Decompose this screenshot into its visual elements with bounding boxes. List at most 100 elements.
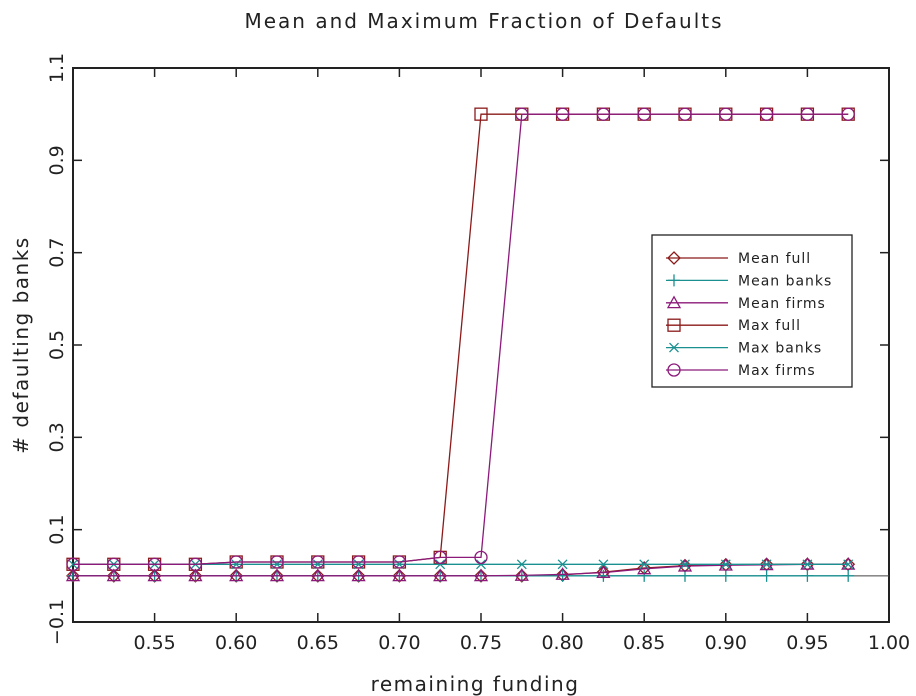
y-axis-label: # defaulting banks: [9, 236, 33, 453]
data-point-circle: [555, 107, 570, 121]
data-point-circle: [107, 557, 121, 571]
y-tick-label: −0.1: [46, 599, 68, 645]
data-point-circle: [66, 557, 80, 571]
data-point-plus: [801, 569, 814, 582]
legend-item: Mean banks: [666, 273, 832, 289]
series-line: [73, 563, 849, 577]
x-tick-label: 0.90: [705, 632, 747, 654]
data-point-triangle: [433, 568, 448, 582]
data-point-x: [598, 559, 609, 570]
legend-marker-x: [669, 342, 679, 353]
legend-marker-diamond: [667, 251, 681, 265]
data-point-circle: [229, 555, 243, 569]
y-tick-label: 1.1: [46, 53, 68, 83]
series-line: [73, 113, 849, 565]
data-point-x: [843, 559, 854, 570]
legend-marker-circle: [667, 363, 681, 377]
data-point-circle: [678, 107, 692, 121]
x-tick-label: 0.95: [786, 632, 828, 654]
series-mean-full: [66, 557, 856, 583]
data-point-plus: [760, 569, 773, 582]
data-point-triangle: [596, 565, 611, 579]
data-point-triangle: [392, 568, 407, 582]
data-point-circle: [351, 555, 366, 569]
series-max-firms: [66, 107, 855, 571]
data-point-plus: [842, 569, 855, 582]
x-tick-label: 0.60: [215, 632, 257, 654]
data-point-plus: [597, 569, 610, 582]
data-point-circle: [474, 550, 488, 565]
x-tick-label: 0.65: [297, 632, 339, 654]
data-point-circle: [188, 557, 203, 571]
x-tick-label: 0.85: [623, 632, 665, 654]
legend-marker-plus: [668, 274, 680, 287]
data-point-square: [474, 107, 488, 121]
x-tick-label: 0.55: [133, 632, 175, 654]
data-point-triangle: [555, 567, 570, 580]
data-point-triangle: [269, 568, 285, 582]
legend-marker-square: [667, 318, 681, 332]
data-point-plus: [719, 569, 732, 582]
legend-item: Max full: [666, 318, 801, 334]
legend-marker-triangle: [666, 295, 682, 309]
chart-title: Mean and Maximum Fraction of Defaults: [244, 9, 723, 33]
data-point-circle: [596, 107, 611, 121]
data-point-triangle: [65, 568, 81, 582]
legend-label: Mean banks: [738, 273, 832, 289]
data-point-x: [680, 559, 690, 570]
data-point-circle: [515, 107, 529, 121]
data-point-x: [761, 559, 772, 570]
x-tick-label: 0.70: [378, 632, 420, 654]
data-point-circle: [800, 107, 815, 121]
data-point-triangle: [351, 568, 366, 582]
data-point-x: [516, 559, 527, 570]
x-tick-label: 0.80: [541, 632, 583, 654]
data-point-x: [639, 559, 650, 570]
series-mean-firms: [65, 556, 856, 582]
legend-label: Max full: [738, 318, 801, 334]
legend-item: Max banks: [666, 341, 822, 357]
data-point-triangle: [188, 568, 203, 582]
y-tick-label: 0.7: [46, 238, 68, 268]
data-point-x: [720, 559, 731, 570]
y-tick-label: 0.5: [46, 330, 68, 360]
data-point-circle: [433, 550, 447, 565]
data-point-x: [476, 559, 486, 570]
y-tick-label: 0.1: [46, 515, 68, 545]
legend-label: Max banks: [738, 341, 822, 357]
x-tick-label: 0.75: [460, 632, 502, 654]
data-point-plus: [679, 569, 691, 582]
data-point-circle: [637, 107, 651, 121]
data-point-triangle: [106, 568, 121, 582]
y-tick-label: 0.3: [46, 422, 68, 452]
data-point-triangle: [147, 568, 162, 582]
legend-item: Mean firms: [666, 295, 826, 312]
legend-label: Mean full: [738, 251, 811, 267]
data-point-circle: [392, 555, 407, 569]
data-point-plus: [638, 569, 651, 582]
legend-label: Mean firms: [738, 296, 826, 312]
data-point-x: [557, 559, 568, 570]
data-point-circle: [719, 107, 733, 121]
y-tick-label: 0.9: [46, 145, 68, 175]
data-point-circle: [759, 107, 774, 121]
data-point-circle: [311, 555, 325, 569]
legend-item: Mean full: [666, 251, 811, 267]
data-point-circle: [841, 107, 855, 121]
data-point-triangle: [473, 568, 489, 582]
x-axis-label: remaining funding: [371, 672, 580, 696]
data-point-triangle: [514, 568, 529, 581]
data-point-circle: [270, 555, 284, 569]
legend-label: Max firms: [738, 363, 816, 379]
legend-box: [651, 234, 853, 388]
data-point-triangle: [677, 558, 693, 572]
data-point-triangle: [637, 561, 652, 575]
legend-item: Max firms: [666, 363, 816, 379]
legend: Mean full Mean banks Mean firms Max full Max…: [651, 234, 853, 388]
data-point-circle: [147, 557, 162, 571]
data-point-x: [435, 559, 446, 570]
x-tick-label: 1.00: [868, 632, 910, 654]
data-point-x: [802, 559, 813, 570]
data-point-triangle: [229, 568, 244, 582]
